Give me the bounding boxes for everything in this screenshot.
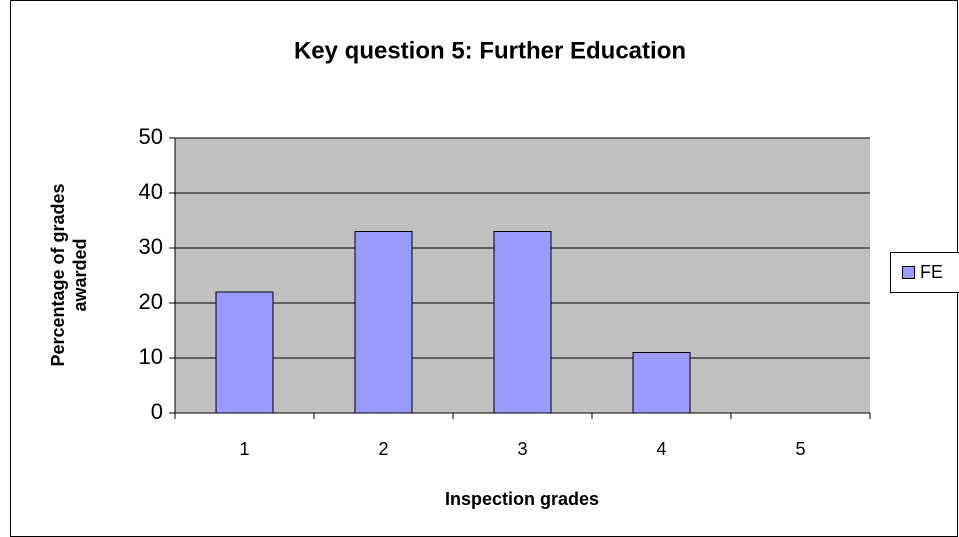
chart-title: Key question 5: Further Education xyxy=(294,37,686,64)
x-tick-label: 4 xyxy=(656,439,666,459)
legend-label: FE xyxy=(920,262,943,282)
x-tick-label: 1 xyxy=(239,439,249,459)
bar xyxy=(215,291,274,414)
bar xyxy=(493,231,552,414)
x-tick-label: 2 xyxy=(378,439,388,459)
bar xyxy=(632,352,691,414)
legend-swatch xyxy=(902,266,915,279)
y-axis-label-line: awarded xyxy=(70,238,90,311)
y-tick-label: 20 xyxy=(139,289,163,314)
x-tick-label: 5 xyxy=(795,439,805,459)
y-tick-label: 40 xyxy=(139,179,163,204)
legend-box xyxy=(890,252,959,293)
y-axis-label-line: Percentage of grades xyxy=(48,183,68,366)
y-tick-label: 0 xyxy=(151,399,163,424)
x-axis-label: Inspection grades xyxy=(445,489,599,509)
x-tick-label: 3 xyxy=(517,439,527,459)
y-axis-label: Percentage of grades awarded xyxy=(48,183,90,366)
bar xyxy=(354,231,413,414)
y-tick-label: 10 xyxy=(139,344,163,369)
y-tick-label: 50 xyxy=(139,124,163,149)
y-tick-label: 30 xyxy=(139,234,163,259)
